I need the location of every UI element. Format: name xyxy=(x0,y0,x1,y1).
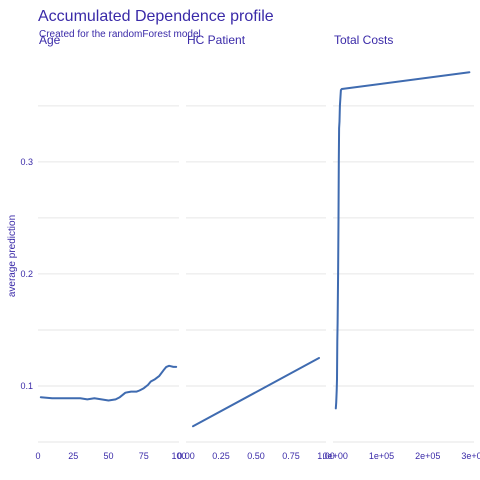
x-tick-label: 50 xyxy=(103,451,113,461)
x-tick-label: 0 xyxy=(35,451,40,461)
x-tick-label: 0.50 xyxy=(247,451,265,461)
x-tick-label: 2e+05 xyxy=(415,451,440,461)
y-tick-label: 0.2 xyxy=(20,269,33,279)
x-tick-label: 25 xyxy=(68,451,78,461)
series-line xyxy=(41,366,176,401)
y-axis-title: average prediction xyxy=(7,215,18,297)
chart-subtitle: Created for the randomForest model xyxy=(39,29,201,40)
series-line xyxy=(336,72,470,408)
facet-strip-label: HC Patient xyxy=(187,33,246,47)
x-tick-label: 0.75 xyxy=(282,451,300,461)
x-tick-label: 0.00 xyxy=(177,451,195,461)
x-tick-label: 1e+05 xyxy=(369,451,394,461)
x-tick-label: 75 xyxy=(139,451,149,461)
series-line xyxy=(193,358,319,426)
facet-strip-label: Age xyxy=(39,33,61,47)
x-tick-label: 3e+05 xyxy=(461,451,480,461)
chart-title: Accumulated Dependence profile xyxy=(38,8,274,25)
y-tick-label: 0.3 xyxy=(20,157,33,167)
x-tick-label: 0.25 xyxy=(212,451,230,461)
x-tick-label: 0e+00 xyxy=(323,451,348,461)
facet-strip-label: Total Costs xyxy=(334,33,393,47)
y-tick-label: 0.1 xyxy=(20,381,33,391)
